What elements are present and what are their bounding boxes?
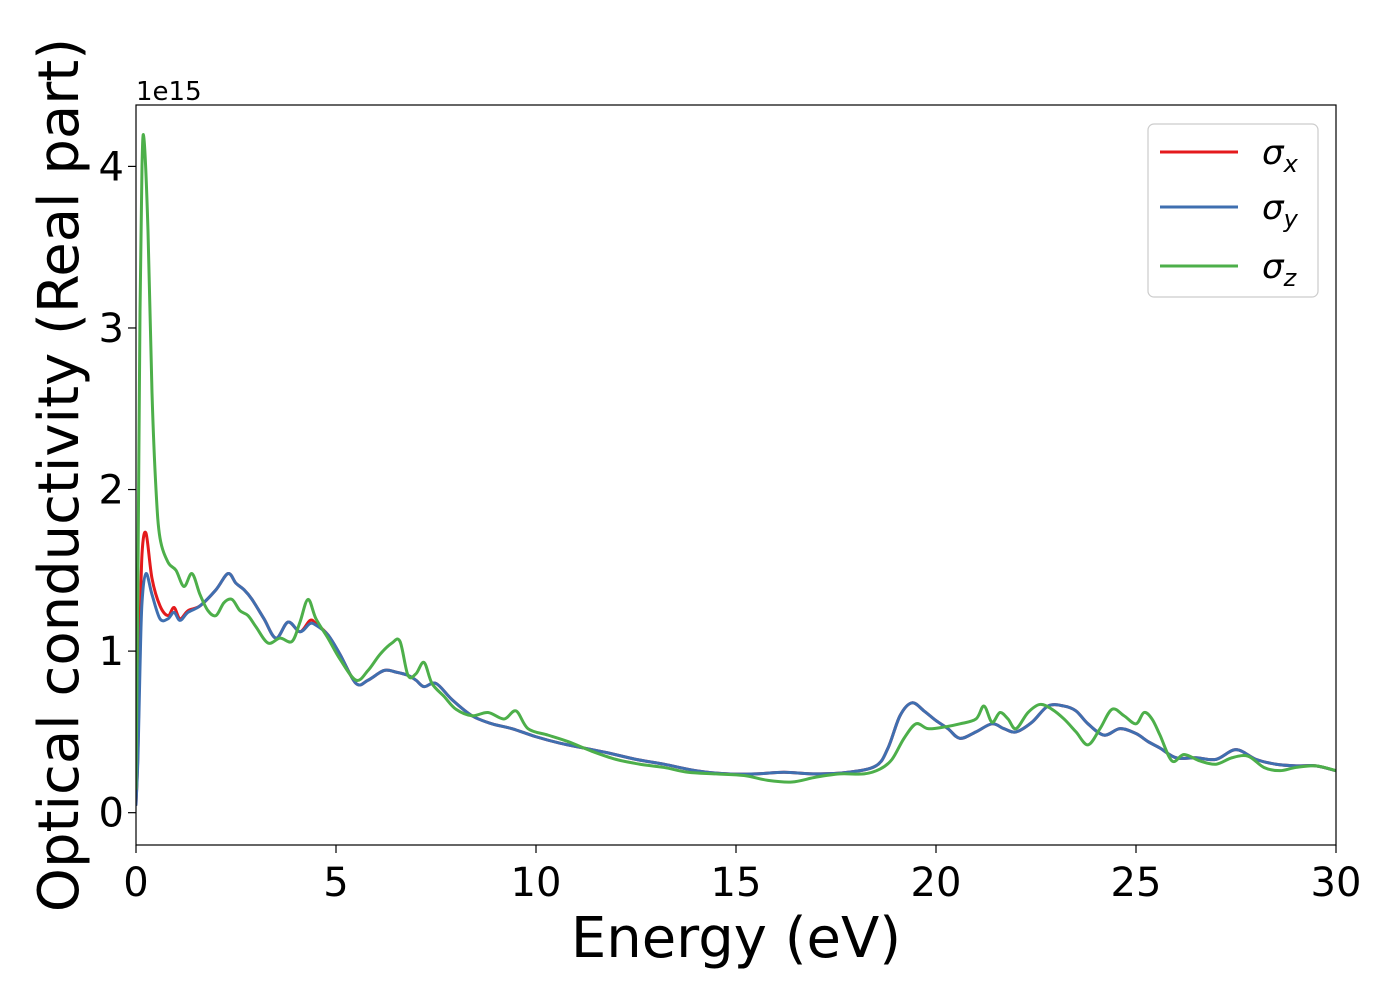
series-line-z — [136, 133, 1336, 790]
x-tick-label: 25 — [1111, 860, 1162, 906]
y-tick-label: 1 — [99, 629, 124, 675]
x-tick-label: 0 — [123, 860, 148, 906]
x-tick-label: 5 — [323, 860, 348, 906]
x-tick-label: 30 — [1311, 860, 1362, 906]
x-tick-label: 20 — [911, 860, 962, 906]
x-axis-label: Energy (eV) — [571, 906, 901, 971]
y-tick-label: 2 — [99, 468, 124, 514]
y-tick-label: 0 — [99, 791, 124, 837]
y-axis: 0 1 2 3 4 — [99, 144, 136, 837]
legend-box — [1147, 123, 1319, 298]
x-tick-label: 10 — [511, 860, 562, 906]
y-tick-label: 3 — [99, 306, 124, 352]
legend-label-y: σy — [1262, 188, 1299, 233]
legend-label-x: σx — [1262, 133, 1299, 178]
x-axis: 0 5 10 15 20 25 30 — [123, 845, 1361, 906]
y-tick-label: 4 — [99, 144, 124, 190]
x-tick-label: 15 — [711, 860, 762, 906]
series-layer — [136, 133, 1336, 807]
y-axis-label: Optical conductivity (Real part) — [27, 38, 92, 912]
y-axis-offset-label: 1e15 — [136, 77, 202, 107]
